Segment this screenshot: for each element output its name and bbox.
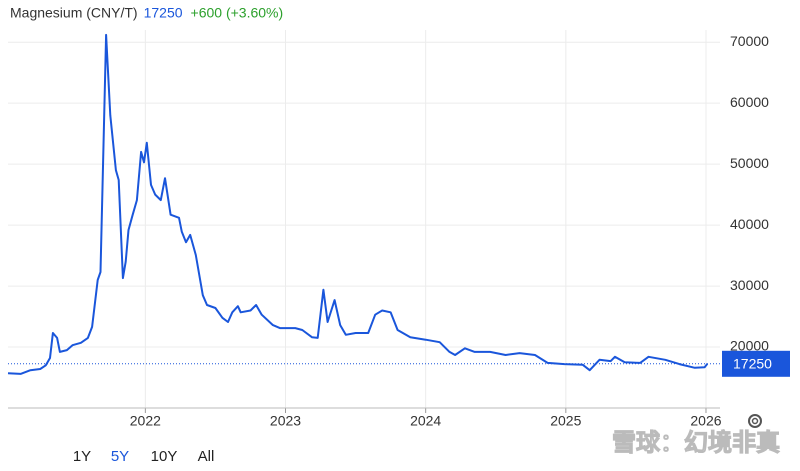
last-value-label: 17250 [733, 356, 772, 372]
price-line [7, 33, 709, 375]
range-button[interactable]: All [198, 448, 215, 465]
x-tick-label: 2023 [270, 413, 301, 429]
y-tick-label: 70000 [730, 33, 769, 49]
gear[interactable] [748, 414, 762, 428]
last-value-box [722, 350, 790, 377]
settings-icon[interactable] [748, 414, 762, 428]
x-tick-label: 2025 [550, 413, 581, 429]
x-tick-label: 2024 [410, 413, 441, 429]
y-tick-label: 50000 [730, 155, 769, 171]
gear-hub[interactable] [751, 417, 759, 425]
y-tick-label: 20000 [730, 338, 769, 354]
x-tick-label: 2026 [690, 413, 721, 429]
y-tick-label: 60000 [730, 94, 769, 110]
last-value: 17250 [144, 5, 183, 21]
y-tick-label: 40000 [730, 216, 769, 232]
range-button[interactable]: 10Y [151, 448, 178, 465]
range-button[interactable]: 1Y [73, 448, 91, 465]
y-tick-label: 30000 [730, 277, 769, 293]
x-tick-label: 2022 [130, 413, 161, 429]
range-button[interactable]: 5Y [111, 448, 129, 465]
change: +600 (+3.60%) [191, 5, 284, 21]
watermark: 雪球：幻境非真 [612, 428, 780, 456]
series-name: Magnesium (CNY/T) [10, 5, 138, 21]
